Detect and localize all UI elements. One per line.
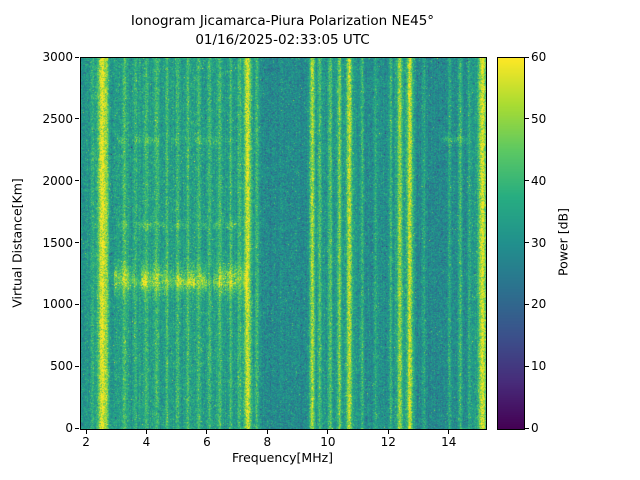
colorbar-tick-label: 10 <box>531 359 547 374</box>
x-tick-mark <box>448 430 450 434</box>
x-axis-label: Frequency[MHz] <box>231 450 334 465</box>
y-tick-mark <box>75 180 79 182</box>
colorbar-tick-label: 40 <box>531 173 547 188</box>
chart-title-line1: Ionogram Jicamarca-Piura Polarization NE… <box>130 13 435 29</box>
x-tick-label: 14 <box>441 435 457 449</box>
colorbar-tick-mark <box>525 365 529 367</box>
colorbar-tick-label: 20 <box>531 297 547 312</box>
colorbar-tick-label: 0 <box>531 421 539 435</box>
heatmap-canvas <box>81 58 486 429</box>
colorbar-tick-label: 60 <box>531 50 547 64</box>
x-tick-mark <box>85 430 87 434</box>
y-tick-label: 2500 <box>42 111 73 126</box>
x-tick-label: 4 <box>142 435 151 449</box>
colorbar-label: Power [dB] <box>555 207 571 277</box>
colorbar-tick-mark <box>525 56 529 58</box>
y-tick-label: 3000 <box>42 50 73 64</box>
y-tick-label: 500 <box>50 359 73 374</box>
chart-title-line2: 01/16/2025-02:33:05 UTC <box>195 32 370 48</box>
colorbar-tick-mark <box>525 180 529 182</box>
x-tick-mark <box>206 430 208 434</box>
y-tick-label: 1500 <box>42 235 73 250</box>
colorbar-tick-mark <box>525 303 529 305</box>
x-tick-label: 8 <box>263 435 272 449</box>
x-tick-label: 6 <box>203 435 211 449</box>
y-axis-label: Virtual Distance[Km] <box>9 178 25 308</box>
y-tick-mark <box>75 118 79 120</box>
plot-area <box>80 57 487 430</box>
colorbar-tick-mark <box>525 427 529 429</box>
y-tick-label: 1000 <box>42 297 73 312</box>
x-tick-label: 2 <box>82 435 90 449</box>
x-tick-label: 10 <box>320 435 336 449</box>
y-tick-label: 0 <box>65 421 73 435</box>
x-tick-mark <box>387 430 389 434</box>
colorbar-tick-mark <box>525 242 529 243</box>
x-tick-mark <box>327 430 329 434</box>
y-tick-mark <box>75 303 79 305</box>
colorbar-tick-mark <box>525 118 529 120</box>
chart-title: Ionogram Jicamarca-Piura Polarization NE… <box>80 12 485 50</box>
colorbar-tick-label: 30 <box>531 235 547 250</box>
colorbar-tick-label: 50 <box>531 111 547 126</box>
y-tick-mark <box>75 242 79 243</box>
y-tick-mark <box>75 56 79 58</box>
x-tick-label: 12 <box>380 435 396 449</box>
x-tick-mark <box>145 430 147 434</box>
colorbar <box>497 57 525 430</box>
x-tick-mark <box>266 430 268 434</box>
y-tick-mark <box>75 427 79 429</box>
colorbar-canvas <box>498 58 524 429</box>
y-tick-mark <box>75 365 79 367</box>
y-tick-label: 2000 <box>42 173 73 188</box>
